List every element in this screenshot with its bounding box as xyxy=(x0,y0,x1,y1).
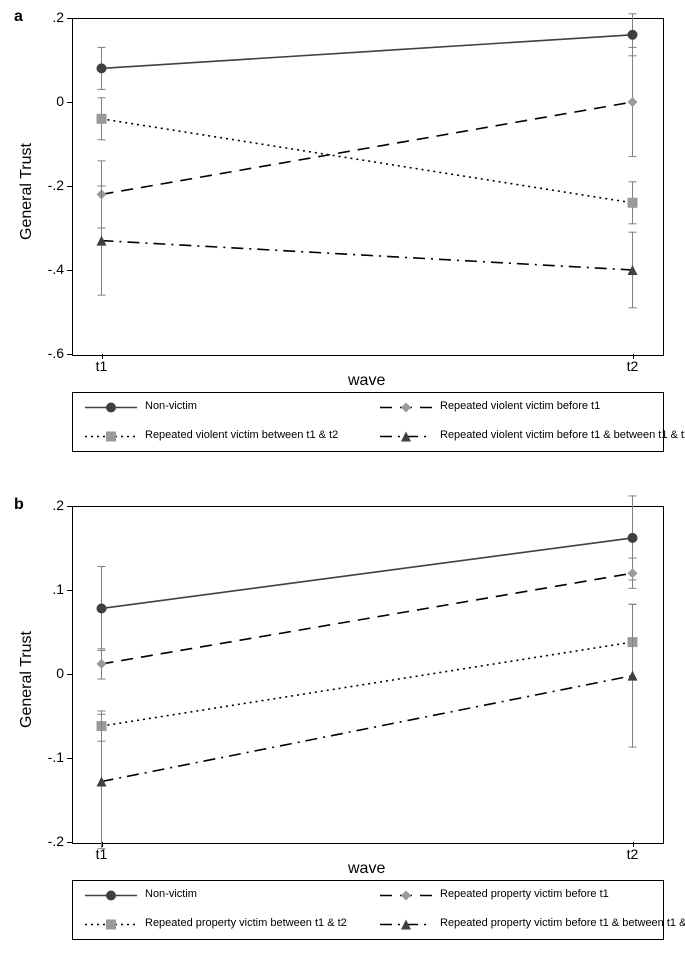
ytick-label: -.1 xyxy=(32,749,64,765)
legend-item: Non-victim xyxy=(145,888,197,900)
ytick-label: 0 xyxy=(32,665,64,681)
legend-item: Non-victim xyxy=(145,400,197,412)
legend-item: Repeated property victim between t1 & t2 xyxy=(145,917,347,929)
xtick-label: t2 xyxy=(618,358,648,374)
panel-a-svg xyxy=(72,18,662,354)
ytick-label: -.4 xyxy=(32,261,64,277)
panel-b-legend: Non-victim Repeated property victim befor… xyxy=(72,880,664,940)
ytick-label: .2 xyxy=(32,497,64,513)
ytick-label: -.2 xyxy=(32,833,64,849)
legend-item: Repeated violent victim between t1 & t2 xyxy=(145,429,338,441)
xtick-label: t2 xyxy=(618,846,648,862)
xtick-label: t1 xyxy=(87,846,117,862)
panel-a-xlabel: wave xyxy=(348,372,385,390)
ytick-label: -.2 xyxy=(32,177,64,193)
panel-b-xlabel: wave xyxy=(348,860,385,878)
legend-item: Repeated violent victim before t1 & betw… xyxy=(440,429,685,441)
ytick-label: -.6 xyxy=(32,345,64,361)
ytick-label: .1 xyxy=(32,581,64,597)
legend-item: Repeated violent victim before t1 xyxy=(440,400,600,412)
ytick-label: .2 xyxy=(32,9,64,25)
legend-item: Repeated property victim before t1 & bet… xyxy=(440,917,685,929)
panel-a-legend: Non-victim Repeated violent victim before… xyxy=(72,392,664,452)
panel-b-svg xyxy=(72,506,662,842)
panel-b-label: b xyxy=(14,496,24,514)
ytick-label: 0 xyxy=(32,93,64,109)
panel-a-label: a xyxy=(14,8,23,26)
xtick-label: t1 xyxy=(87,358,117,374)
legend-item: Repeated property victim before t1 xyxy=(440,888,609,900)
